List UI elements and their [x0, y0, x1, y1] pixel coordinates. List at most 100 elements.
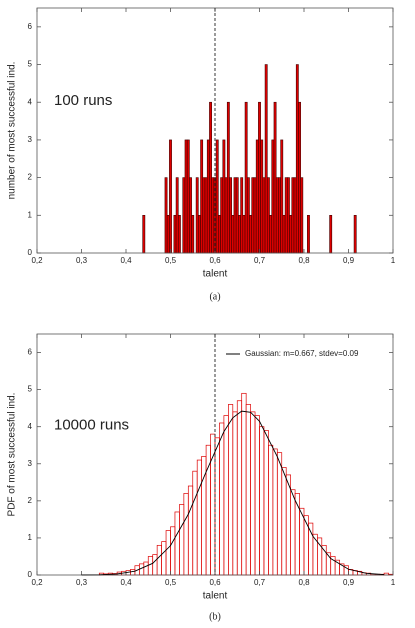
y-tick-label: 2	[28, 496, 33, 505]
bar	[295, 64, 299, 254]
bar	[258, 101, 261, 254]
x-tick-label: 0,5	[165, 256, 177, 265]
bar	[238, 215, 241, 254]
bar	[298, 101, 301, 254]
x-tick-label: 1	[391, 256, 396, 265]
y-tick-label: 0	[28, 248, 33, 257]
histogram-bar	[214, 437, 220, 576]
bar	[235, 177, 239, 254]
histogram-bar	[299, 507, 305, 576]
histogram-bar	[143, 561, 149, 576]
bar	[273, 101, 277, 254]
y-tick-label: 1	[28, 533, 33, 542]
bar	[186, 139, 190, 254]
bar	[211, 177, 215, 254]
y-axis-label: PDF of most successful ind.	[7, 393, 18, 517]
x-tick-label: 0,9	[343, 578, 355, 587]
caption: (b)	[209, 611, 221, 622]
histogram-bar	[228, 404, 234, 576]
bar	[242, 215, 246, 254]
x-tick-label: 0,6	[209, 256, 221, 265]
histogram-bar	[285, 474, 292, 576]
bar	[246, 177, 250, 254]
bar	[191, 215, 195, 254]
y-axis-label: number of most successful ind.	[7, 62, 18, 200]
bar	[240, 177, 244, 254]
bar	[224, 177, 228, 254]
x-axis-label: talent	[203, 591, 228, 602]
bar	[206, 139, 210, 254]
histogram-bar	[245, 404, 251, 576]
bar	[266, 177, 270, 254]
histogram-bar	[165, 530, 171, 576]
x-tick-label: 0,2	[31, 578, 43, 587]
y-tick-label: 2	[28, 173, 33, 182]
bar	[275, 177, 279, 254]
bar	[260, 139, 264, 254]
histogram-bar	[276, 452, 283, 576]
annotation: 10000 runs	[54, 417, 129, 434]
y-tick-label: 6	[28, 22, 33, 31]
bar	[264, 64, 268, 254]
x-tick-label: 0,8	[298, 256, 310, 265]
bar	[244, 101, 248, 254]
histogram-bar	[156, 544, 162, 576]
bar	[173, 215, 177, 254]
bar	[166, 215, 170, 254]
histogram-bar	[161, 541, 167, 576]
y-tick-label: 0	[28, 570, 33, 579]
x-tick-label: 0,7	[254, 578, 266, 587]
bar	[220, 177, 224, 254]
annotation: 100 runs	[54, 92, 112, 109]
histogram-bar	[147, 556, 154, 576]
x-tick-label: 0,4	[120, 256, 132, 265]
bar	[175, 177, 179, 254]
histogram-bar	[254, 415, 260, 576]
bar	[202, 177, 206, 254]
y-tick-label: 4	[28, 97, 33, 106]
x-tick-label: 0,7	[254, 256, 266, 265]
bar	[231, 215, 235, 254]
bar	[287, 177, 290, 254]
histogram-bar	[303, 515, 309, 576]
histogram-bar	[174, 511, 180, 576]
x-tick-label: 0,3	[76, 578, 88, 587]
x-tick-label: 0,6	[209, 578, 221, 587]
bar	[204, 177, 208, 254]
x-axis-label: talent	[203, 269, 228, 280]
bar	[229, 177, 232, 254]
histogram-bar	[290, 489, 296, 576]
histogram-bar	[268, 444, 274, 576]
histogram-bar	[281, 467, 287, 576]
histogram-bar	[219, 422, 225, 576]
histogram-bar	[210, 433, 216, 576]
histogram-bar	[272, 448, 278, 576]
histogram-bar	[179, 504, 185, 576]
bar	[329, 215, 333, 254]
bar	[282, 215, 286, 254]
bar	[255, 139, 259, 254]
histogram-bar	[196, 459, 202, 576]
bar	[291, 177, 295, 254]
histogram-bar	[241, 392, 247, 576]
bar	[293, 177, 297, 254]
legend-label: Gaussian: m=0.667, stdev=0.09	[245, 349, 359, 358]
histogram-bar	[250, 411, 256, 576]
bar	[218, 215, 221, 254]
bar	[233, 177, 237, 254]
x-tick-label: 0,9	[343, 256, 355, 265]
histogram-bar	[183, 493, 189, 576]
bar	[189, 177, 192, 254]
x-tick-label: 0,2	[31, 256, 43, 265]
x-tick-label: 0,5	[165, 578, 177, 587]
y-tick-label: 4	[28, 422, 33, 431]
histogram-bar	[236, 400, 243, 576]
bar	[284, 177, 288, 254]
bar	[226, 101, 230, 254]
y-tick-label: 3	[28, 459, 33, 468]
bar	[353, 215, 357, 254]
bar	[289, 215, 293, 254]
y-tick-label: 3	[28, 135, 33, 144]
y-tick-label: 6	[28, 348, 33, 357]
